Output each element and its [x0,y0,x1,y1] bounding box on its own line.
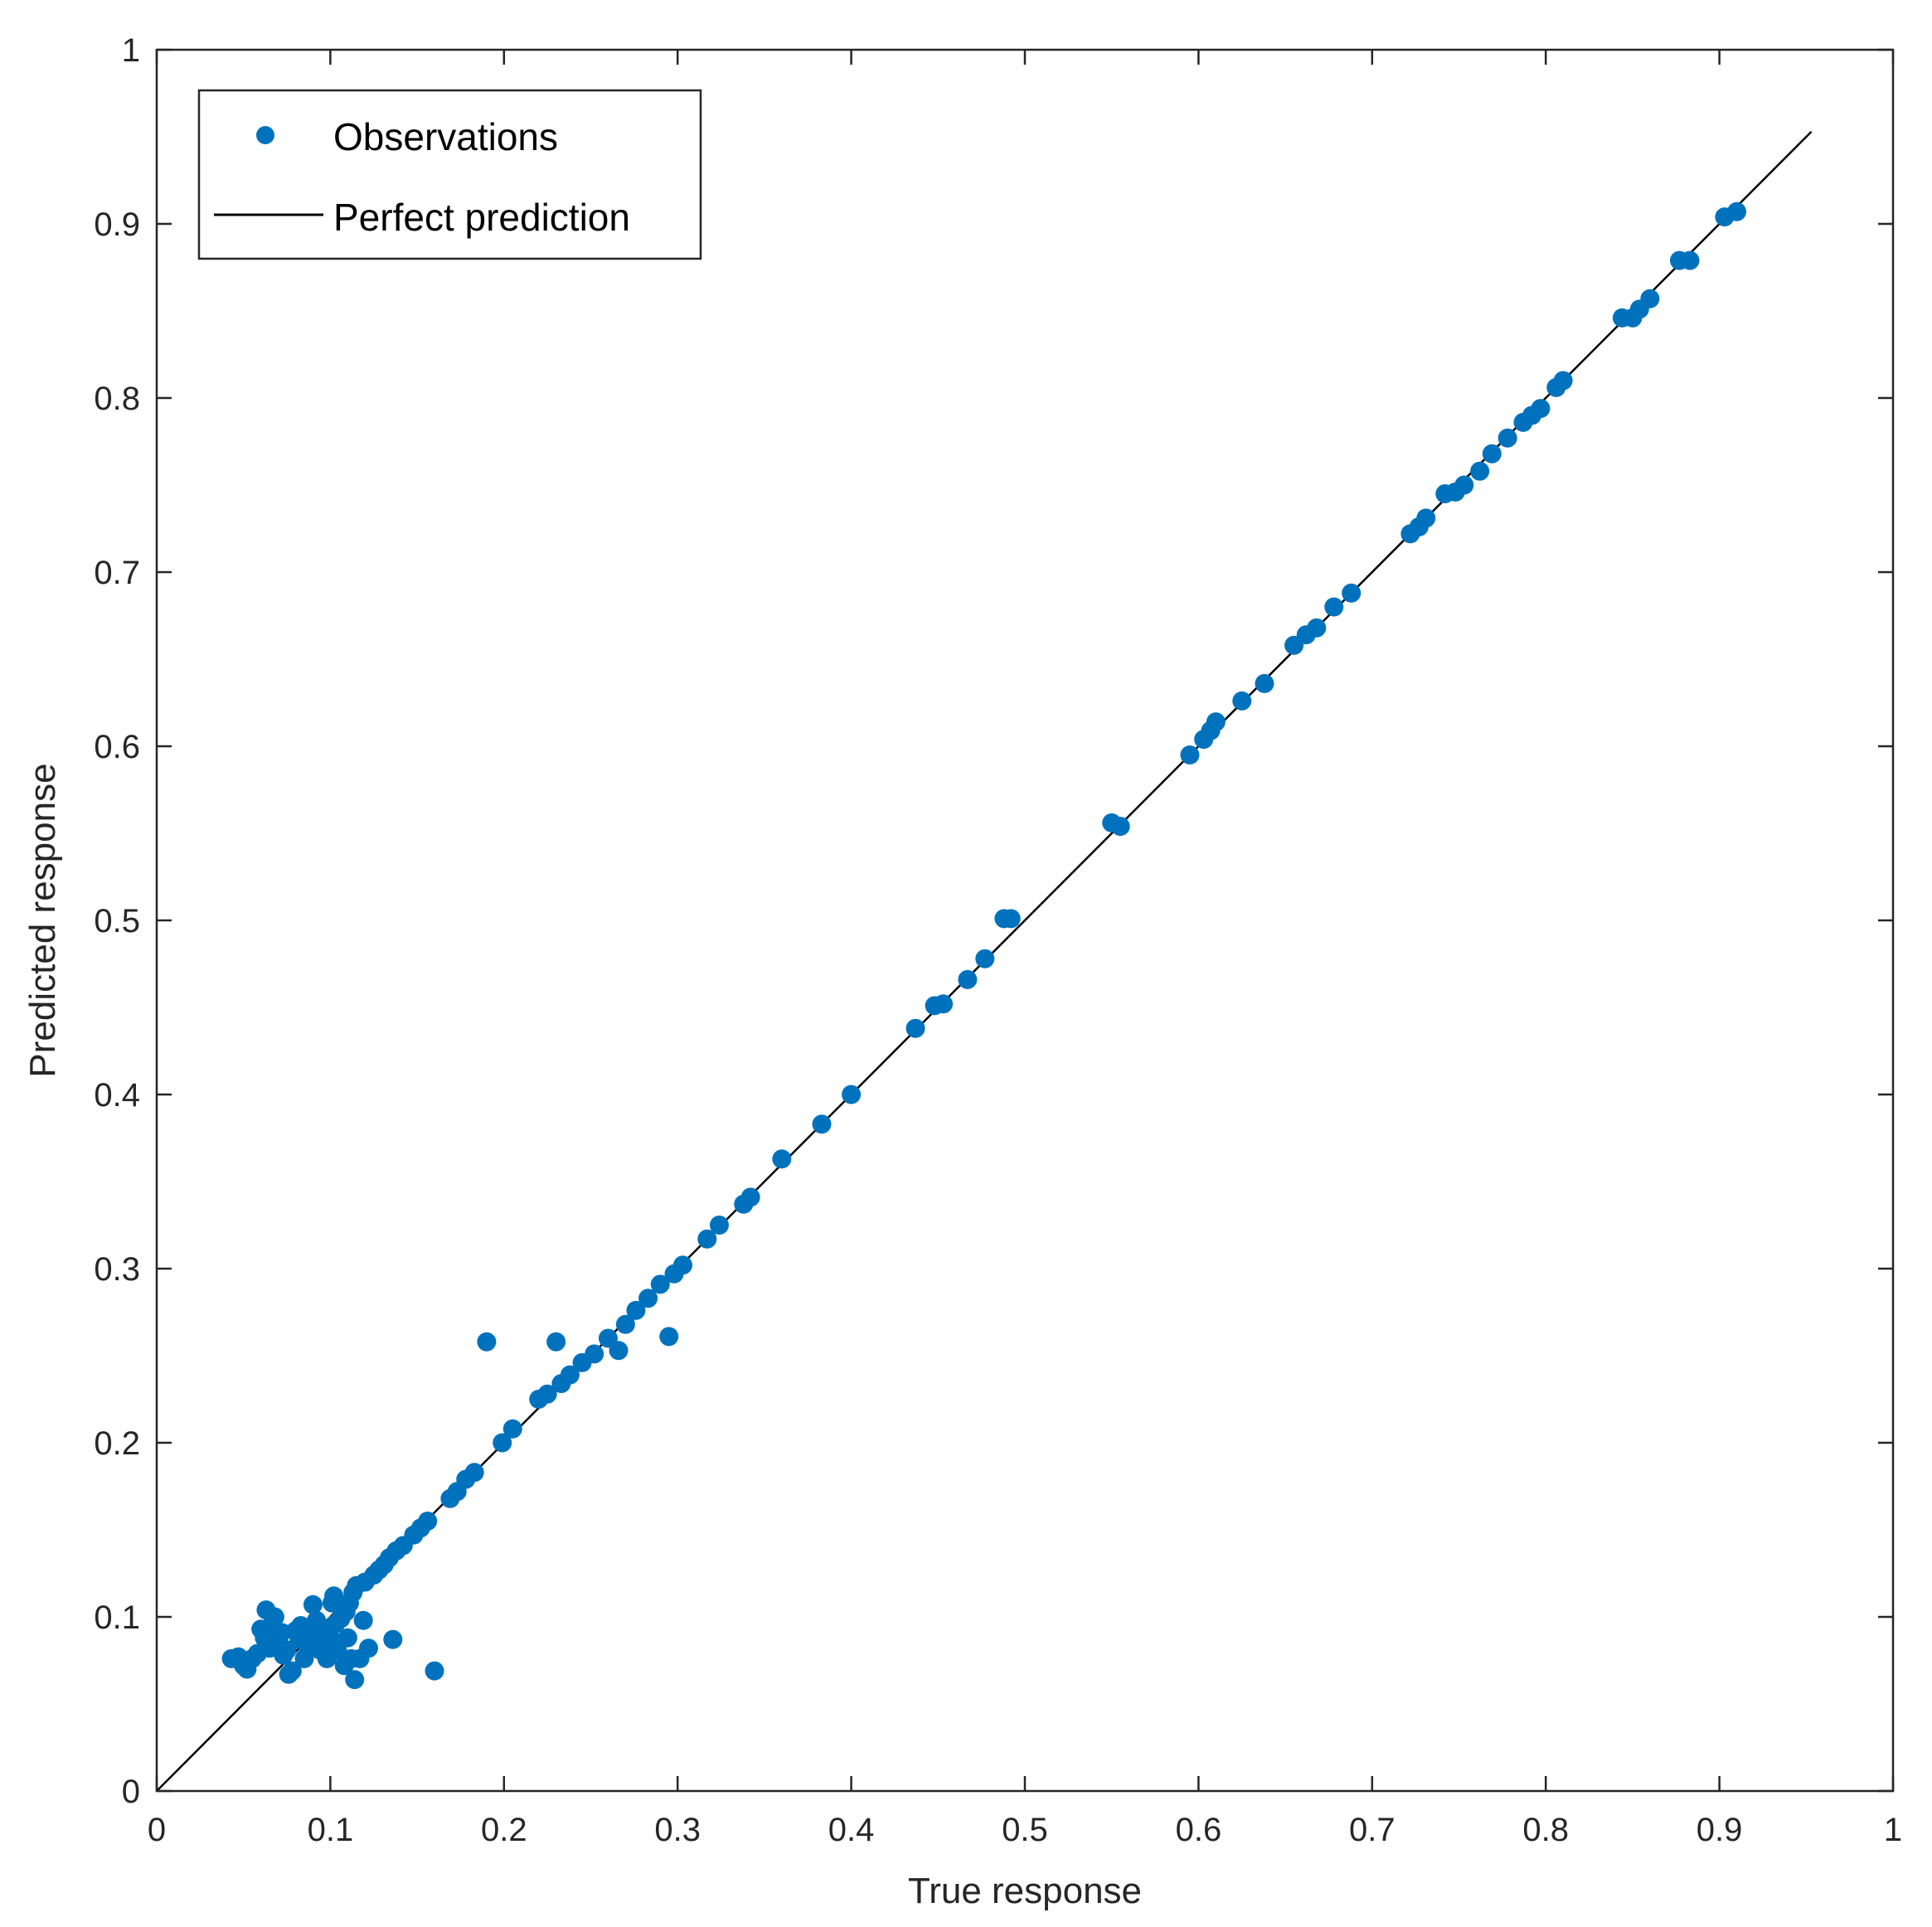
observation-point [1255,673,1274,693]
x-tick-label: 1 [1884,1812,1902,1848]
y-tick-label: 0.2 [94,1425,140,1462]
observation-point [958,969,978,989]
observation-point [934,994,954,1014]
observation-point [502,1419,522,1439]
observation-point [464,1463,484,1483]
observation-point [324,1586,344,1606]
observation-point [812,1114,832,1134]
observation-point [1110,817,1130,837]
observation-point [493,1433,512,1453]
observation-point [477,1332,497,1352]
y-tick-label: 0.7 [94,555,140,591]
observation-point [383,1629,403,1649]
observation-point [353,1610,373,1630]
legend-box [197,89,702,260]
observation-points [221,201,1747,1690]
observation-point [615,1314,635,1334]
observation-point [282,1661,302,1681]
observation-point [537,1384,557,1404]
observation-point [1482,444,1502,464]
observation-point [1640,289,1660,308]
observation-point [672,1255,692,1275]
observation-point [1531,399,1551,419]
observation-point [1498,428,1517,448]
observation-point [772,1149,792,1169]
y-tick-label: 0.4 [94,1077,140,1114]
observation-point [1553,371,1573,391]
x-tick-label: 0 [148,1812,166,1848]
legend-marker-observations [256,126,274,144]
observation-point [1206,712,1226,732]
observation-point [546,1332,566,1352]
observation-point [303,1595,323,1614]
observation-point [697,1229,717,1249]
observation-point [1324,597,1344,617]
observation-point [1342,583,1362,603]
legend: Observations Perfect prediction [197,89,702,260]
observation-point [842,1085,862,1104]
observation-point [709,1216,729,1235]
y-tick-label: 0.3 [94,1251,140,1288]
x-tick-label: 0.2 [481,1812,527,1848]
observation-point [975,949,995,968]
axes-box [155,48,1895,1793]
x-axis-label: True response [908,1871,1142,1911]
observation-point [1232,691,1252,711]
observation-point [1727,201,1747,221]
x-tick-label: 0.7 [1349,1812,1396,1848]
observation-point [358,1638,378,1658]
observation-point [1416,508,1436,528]
y-tick-label: 0 [122,1774,140,1810]
observation-point [905,1018,925,1038]
observation-point [337,1628,357,1648]
y-tick-label: 0.8 [94,381,140,417]
observation-point [638,1289,658,1308]
observation-point [272,1623,292,1643]
y-tick-label: 0.9 [94,206,140,243]
observation-point [1307,618,1327,638]
legend-label-observations: Observations [333,115,558,158]
observation-point [740,1187,760,1207]
observation-point [265,1607,284,1627]
observation-point [1454,475,1474,495]
x-tick-label: 0.4 [828,1812,875,1848]
y-tick-label: 0.1 [94,1599,140,1636]
observation-point [1180,745,1200,764]
observation-point [560,1365,580,1385]
x-tick-label: 0.5 [1002,1812,1048,1848]
x-tick-label: 0.6 [1176,1812,1222,1848]
legend-label-perfect-prediction: Perfect prediction [333,196,630,239]
y-tick-label: 1 [122,32,140,69]
observation-point [659,1327,679,1347]
x-tick-label: 0.1 [308,1812,354,1848]
x-tick-label: 0.8 [1522,1812,1569,1848]
y-tick-label: 0.6 [94,729,140,765]
observation-point [650,1274,670,1294]
y-axis-label: Predicted response [22,763,63,1077]
x-tick-label: 0.3 [654,1812,701,1848]
observation-point [418,1512,438,1531]
y-tick-label: 0.5 [94,903,140,939]
ticks: 0 0.1 0.2 0.3 0.4 0.5 0.6 0.7 0.8 0.9 1 0 0.1 0.2 0.3 0… [94,32,1902,1848]
observation-point [425,1661,444,1681]
observation-point [1680,250,1700,270]
observation-point [345,1670,365,1690]
x-tick-label: 0.9 [1697,1812,1743,1848]
observation-point [609,1341,629,1361]
observation-point [585,1344,604,1364]
observation-point [1470,461,1490,481]
observation-point [626,1300,646,1320]
observation-point [1001,909,1021,929]
